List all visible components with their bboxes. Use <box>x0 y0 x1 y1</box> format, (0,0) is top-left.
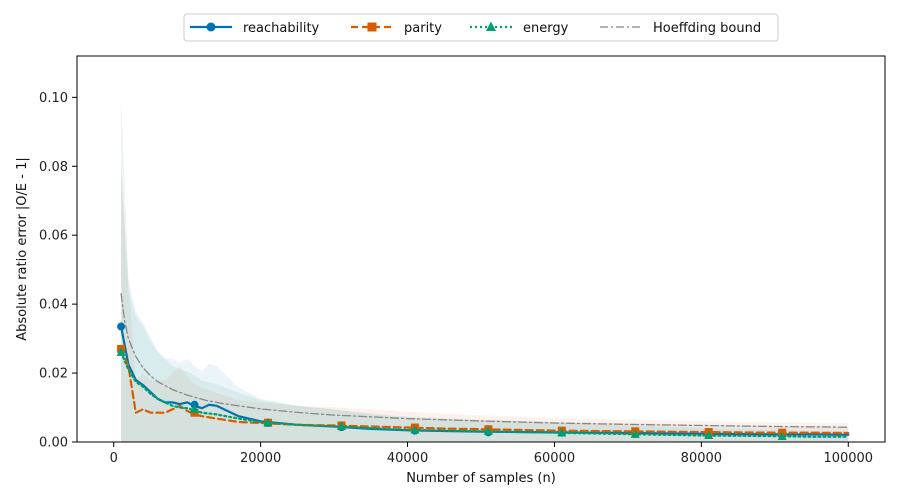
plot-frame <box>76 55 886 443</box>
series-2 <box>116 347 850 440</box>
band-2 <box>121 173 849 442</box>
data-point <box>483 426 493 435</box>
legend-label: Hoeffding bound <box>653 21 761 36</box>
y-axis: 0.00 0.02 0.04 0.06 0.08 0.10 <box>39 91 77 451</box>
data-point <box>410 424 420 434</box>
x-tick-label: 40000 <box>387 451 428 466</box>
y-tick-label: 0.00 <box>39 436 68 451</box>
x-tick-label: 20000 <box>240 451 281 466</box>
series-line <box>120 351 850 438</box>
x-tick-label: 100000 <box>823 451 873 466</box>
data-point <box>777 431 787 440</box>
legend-marker <box>206 22 216 32</box>
legend-label: energy <box>523 21 569 36</box>
series-line <box>120 293 849 428</box>
legend: reachability parity energy Hoeffding bound <box>183 13 779 42</box>
legend-marker <box>367 22 377 32</box>
data-point <box>336 421 346 430</box>
legend-item-2: energy <box>470 21 569 36</box>
y-tick-label: 0.06 <box>39 229 68 244</box>
y-axis-label: Absolute ratio error |O/E - 1| <box>15 157 30 340</box>
data-point <box>557 428 567 437</box>
legend-item-0: reachability <box>190 21 320 36</box>
y-tick-label: 0.10 <box>39 91 68 106</box>
x-axis: 0 20000 40000 60000 80000 100000 <box>110 442 873 466</box>
data-point <box>704 430 714 439</box>
data-point <box>630 429 640 438</box>
series-line <box>120 347 850 435</box>
y-tick-label: 0.04 <box>39 298 68 313</box>
data-point <box>117 322 126 331</box>
x-tick-label: 80000 <box>681 451 722 466</box>
series-layer <box>116 293 850 440</box>
legend-label: parity <box>404 21 442 36</box>
data-point <box>116 347 126 356</box>
y-tick-label: 0.02 <box>39 367 68 382</box>
legend-item-3: Hoeffding bound <box>600 21 761 36</box>
legend-marker <box>486 21 496 31</box>
series-3 <box>120 293 849 428</box>
uncertainty-bands <box>121 95 849 443</box>
data-point <box>190 404 200 413</box>
x-tick-label: 0 <box>110 451 118 466</box>
x-tick-label: 60000 <box>534 451 575 466</box>
legend-item-1: parity <box>351 21 442 36</box>
x-axis-label: Number of samples (n) <box>406 471 556 486</box>
legend-label: reachability <box>243 21 320 36</box>
data-point <box>263 418 273 427</box>
y-tick-label: 0.08 <box>39 160 68 175</box>
